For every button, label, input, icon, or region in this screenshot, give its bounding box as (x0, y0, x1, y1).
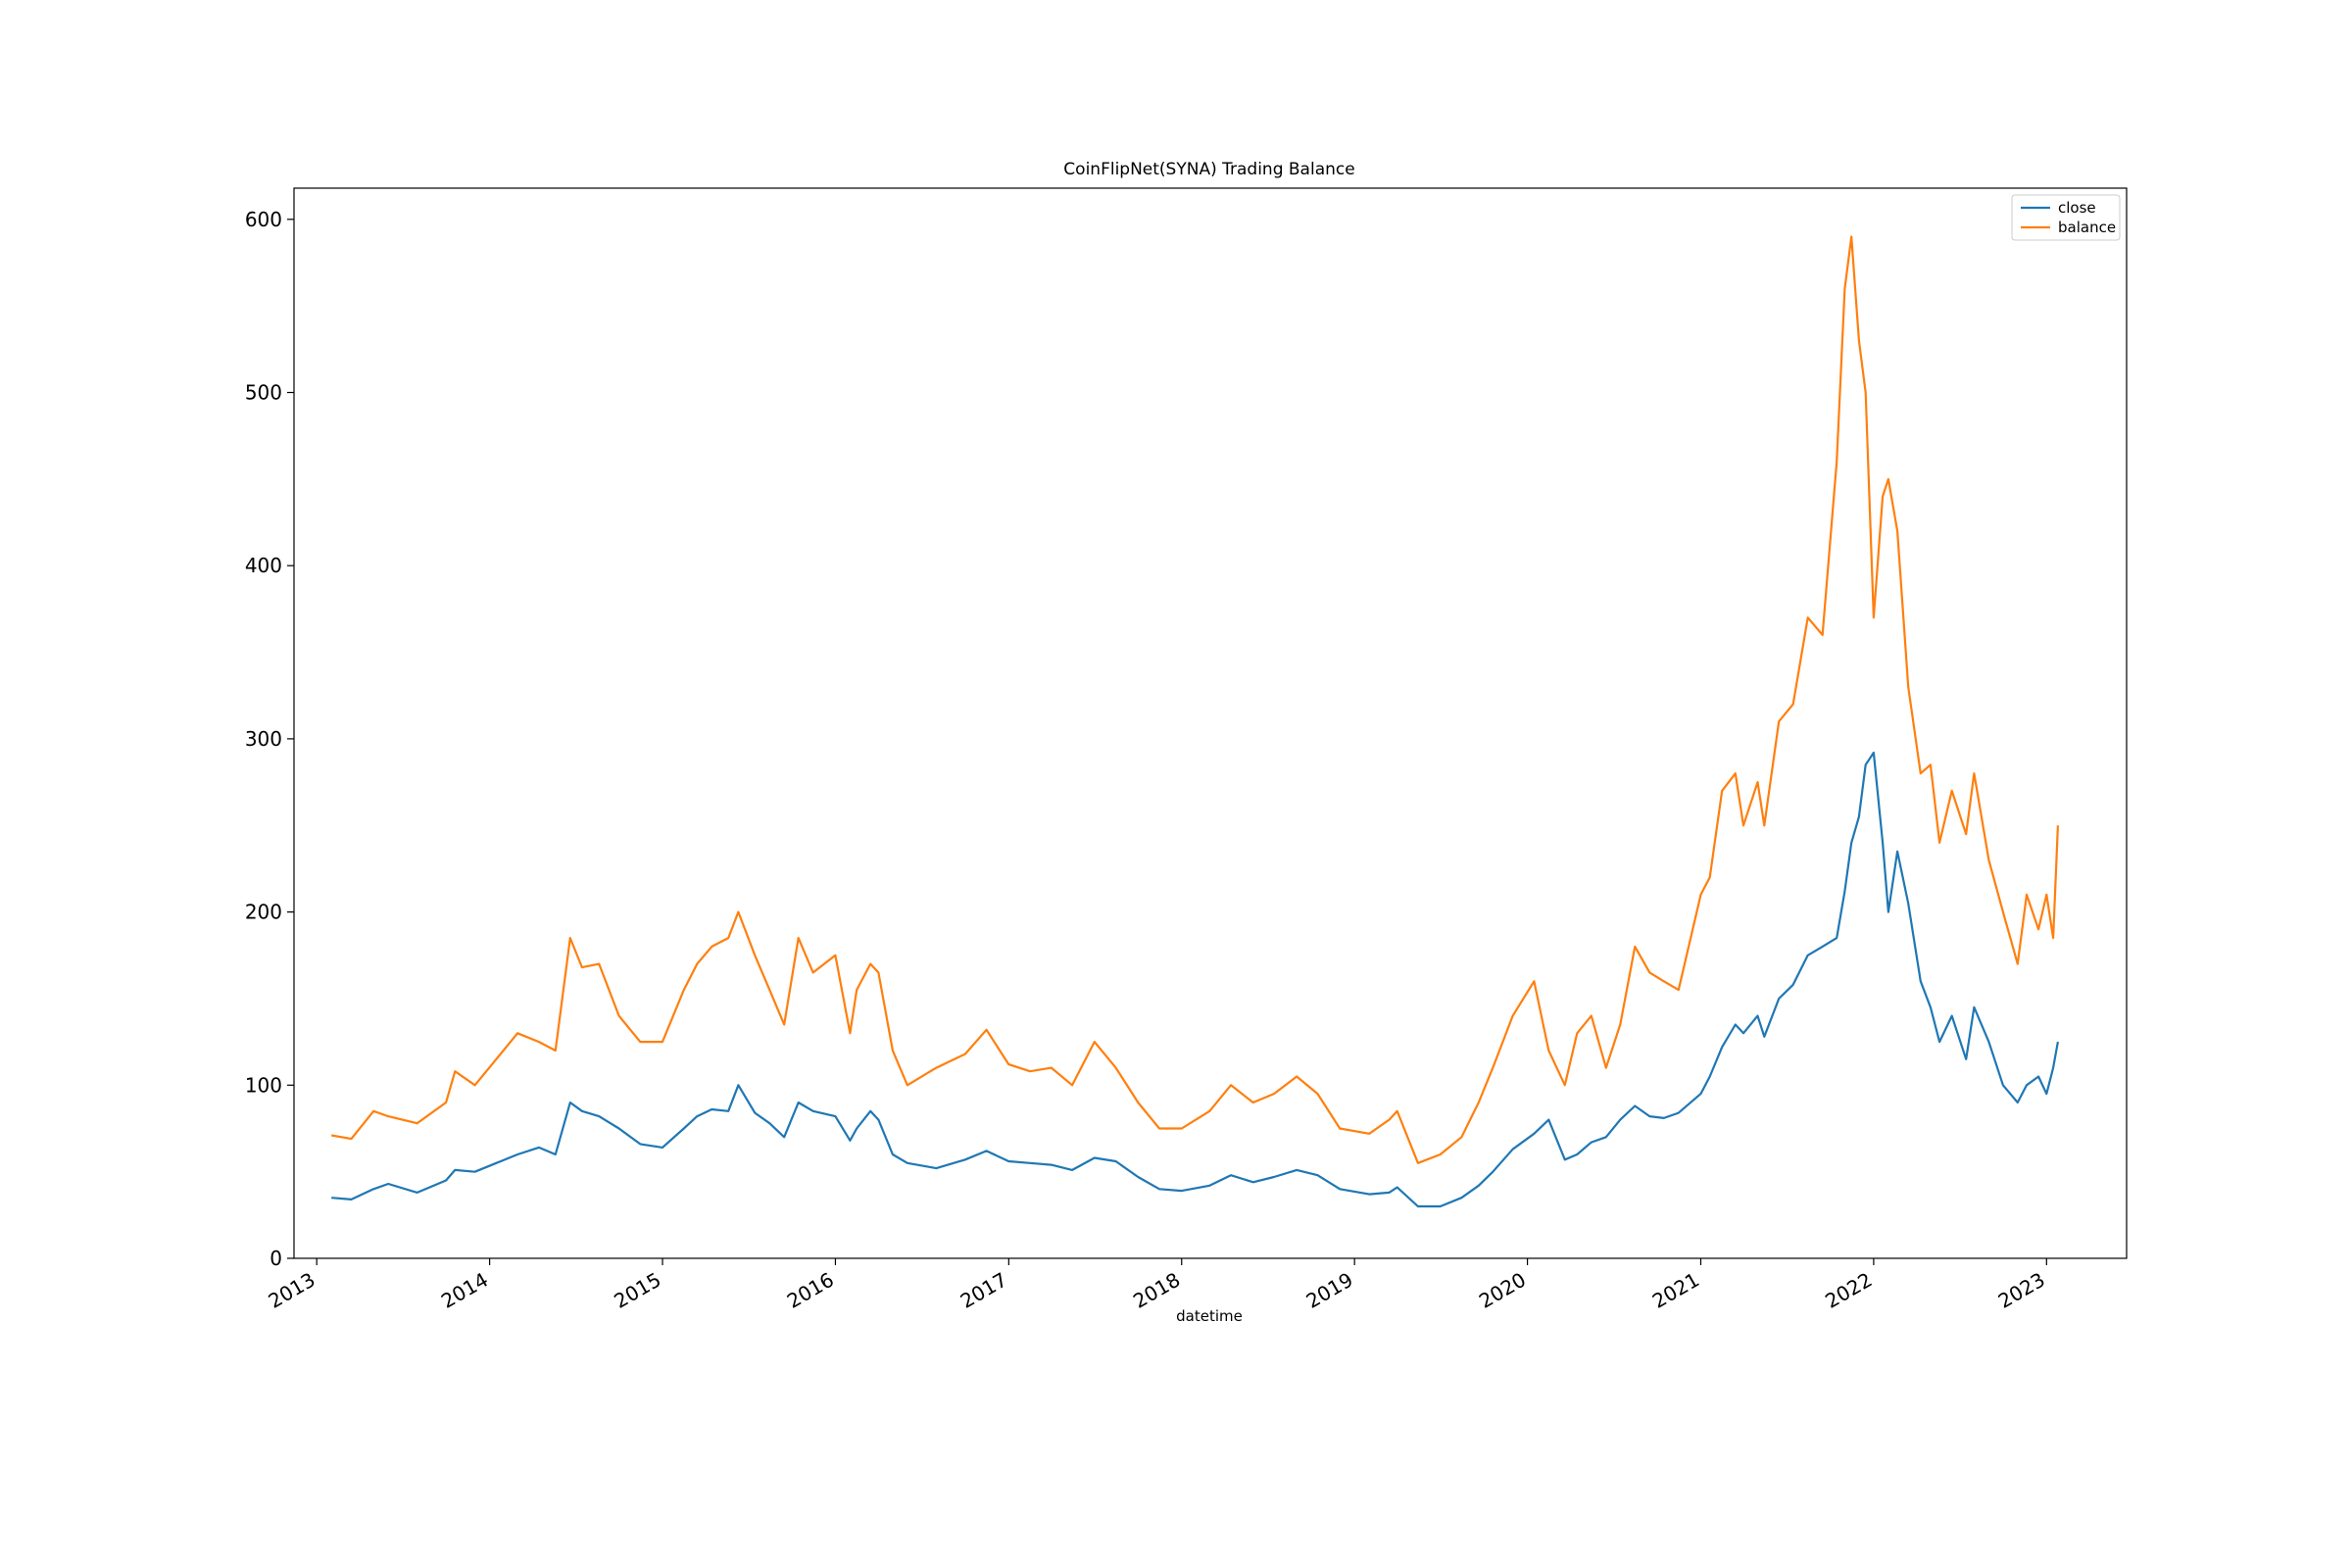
y-tick-label: 400 (245, 554, 282, 577)
y-tick-label: 300 (245, 727, 282, 751)
y-tick-label: 200 (245, 901, 282, 924)
axes-frame (293, 187, 2128, 1259)
legend-label-close: close (2058, 199, 2096, 217)
y-tick-label: 0 (270, 1247, 282, 1270)
series-line-close (331, 751, 2059, 1208)
legend: close balance (2011, 194, 2121, 241)
x-axis-label: datetime (1176, 1307, 1243, 1325)
chart-title: CoinFlipNet(SYNA) Trading Balance (1063, 160, 1354, 179)
y-tick-label: 100 (245, 1073, 282, 1097)
y-tick-label: 500 (245, 381, 282, 405)
y-tick-label: 600 (245, 208, 282, 231)
series-line-balance (331, 235, 2059, 1164)
legend-label-balance: balance (2058, 219, 2116, 236)
legend-box (2011, 194, 2121, 241)
